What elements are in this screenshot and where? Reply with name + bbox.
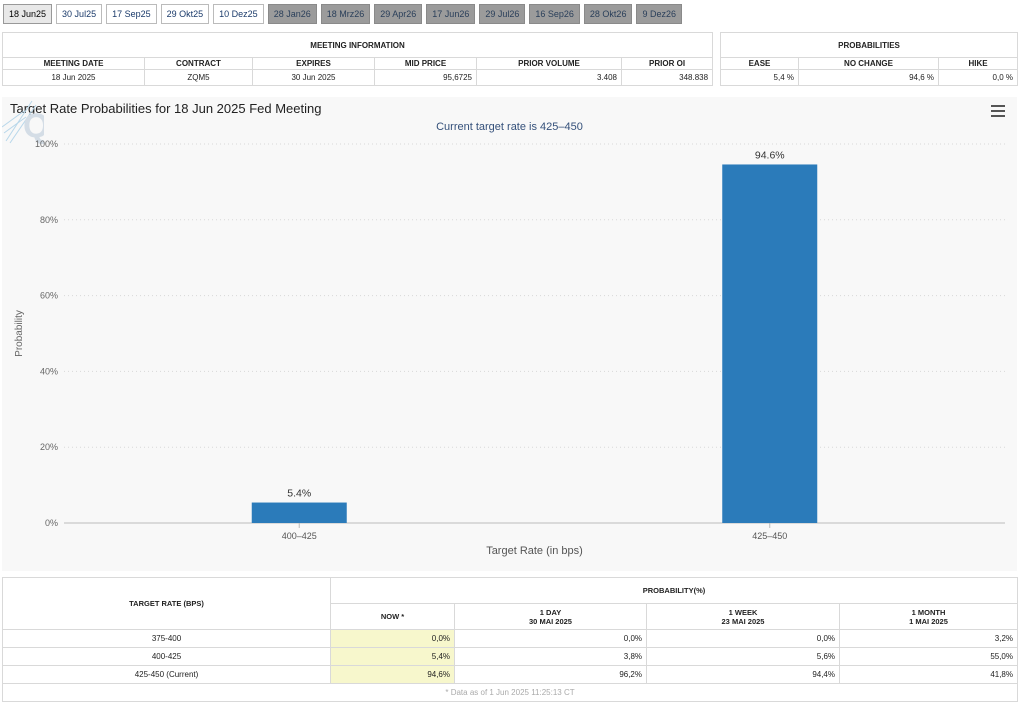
meeting-info-table: MEETING INFORMATION MEETING DATE CONTRAC… (1, 32, 714, 86)
no-change-value: 94,6 % (798, 69, 939, 86)
probabilities-table: PROBABILITIES EASE NO CHANGE HIKE 5,4 % … (719, 32, 1019, 86)
now-cell: 0,0% (330, 629, 455, 648)
prior-volume-value: 3.408 (476, 69, 622, 86)
data-timestamp-note: * Data as of 1 Jun 2025 11:25:13 CT (2, 683, 1018, 702)
tab-5[interactable]: 28 Jan26 (267, 4, 317, 24)
tab-9[interactable]: 29 Jul26 (479, 4, 526, 24)
header-1-day: 1 DAY 30 MAI 2025 (454, 603, 647, 630)
chart-plot: 0% 20% 40% 60% 80% 100% 5.4% 400–425 94.6% 425–45… (14, 139, 1005, 557)
one-month-cell: 55,0% (839, 647, 1018, 666)
table-row: 375-400 0,0% 0,0% 0,0% 3,2% (2, 629, 1018, 648)
tab-11[interactable]: 28 Okt26 (583, 4, 633, 24)
q-logo-icon: Q (2, 100, 44, 145)
x-tick-label: 425–450 (752, 531, 787, 541)
header-1-week: 1 WEEK 23 MAI 2025 (646, 603, 840, 630)
y-axis-title: Probability (14, 310, 25, 357)
header-1-day-date: 30 MAI 2025 (529, 616, 572, 626)
rate-cell: 375-400 (2, 629, 331, 648)
header-mid-price: MID PRICE (374, 57, 477, 70)
one-week-cell: 94,4% (646, 665, 840, 684)
header-1-month: 1 MONTH 1 MAI 2025 (839, 603, 1018, 630)
header-prior-volume: PRIOR VOLUME (476, 57, 622, 70)
tab-0[interactable]: 18 Jun25 (3, 4, 53, 24)
probabilities-title: PROBABILITIES (719, 32, 1019, 58)
meeting-date-tabs: 18 Jun25 30 Jul25 17 Sep25 29 Okt25 10 D… (3, 4, 686, 24)
header-1-day-label: 1 DAY (539, 607, 562, 617)
mid-price-value: 95,6725 (374, 69, 477, 86)
y-tick-label: 60% (40, 291, 58, 301)
tab-8[interactable]: 17 Jun26 (426, 4, 476, 24)
hamburger-menu-icon[interactable] (991, 105, 1005, 117)
header-target-rate: TARGET RATE (BPS) (2, 577, 331, 630)
tab-12[interactable]: 9 Dez26 (636, 4, 682, 24)
chart-title: Target Rate Probabilities for 18 Jun 202… (10, 101, 322, 116)
meeting-info-title: MEETING INFORMATION (1, 32, 714, 58)
header-1-month-date: 1 MAI 2025 (909, 616, 948, 626)
tab-10[interactable]: 16 Sep26 (529, 4, 580, 24)
hike-value: 0,0 % (937, 69, 1019, 86)
header-1-week-label: 1 WEEK (728, 607, 758, 617)
y-tick-label: 80% (40, 215, 58, 225)
y-tick-label: 20% (40, 442, 58, 452)
table-row: 400-425 5,4% 3,8% 5,6% 55,0% (2, 647, 1018, 666)
meeting-date-value: 18 Jun 2025 (2, 69, 145, 86)
header-probability: PROBABILITY(%) (330, 577, 1018, 604)
header-hike: HIKE (937, 57, 1019, 70)
y-tick-label: 0% (45, 518, 58, 528)
tab-2[interactable]: 17 Sep25 (106, 4, 157, 24)
tab-6[interactable]: 18 Mrz26 (320, 4, 371, 24)
chart-subtitle: Current target rate is 425–450 (436, 121, 583, 133)
tab-3[interactable]: 29 Okt25 (160, 4, 210, 24)
prior-oi-value: 348.838 (620, 69, 714, 86)
rate-cell: 400-425 (2, 647, 331, 666)
header-expires: EXPIRES (252, 57, 375, 70)
data-label: 5.4% (287, 488, 311, 500)
header-no-change: NO CHANGE (798, 57, 939, 70)
svg-text:Q: Q (23, 107, 44, 145)
bar (722, 164, 818, 523)
header-now: NOW * (330, 603, 455, 630)
tab-7[interactable]: 29 Apr26 (374, 4, 423, 24)
header-1-month-label: 1 MONTH (911, 607, 946, 617)
header-now-label: NOW * (380, 612, 405, 621)
contract-value: ZQM5 (144, 69, 253, 86)
one-month-cell: 3,2% (839, 629, 1018, 648)
one-day-cell: 96,2% (454, 665, 647, 684)
one-day-cell: 3,8% (454, 647, 647, 666)
now-cell: 94,6% (330, 665, 455, 684)
table-row: 425-450 (Current) 94,6% 96,2% 94,4% 41,8… (2, 665, 1018, 684)
one-day-cell: 0,0% (454, 629, 647, 648)
tab-4[interactable]: 10 Dez25 (213, 4, 264, 24)
tab-1[interactable]: 30 Jul25 (56, 4, 103, 24)
one-week-cell: 5,6% (646, 647, 840, 666)
ease-value: 5,4 % (720, 69, 799, 86)
header-meeting-date: MEETING DATE (2, 57, 145, 70)
now-cell: 5,4% (330, 647, 455, 666)
one-week-cell: 0,0% (646, 629, 840, 648)
target-rate-chart: Target Rate Probabilities for 18 Jun 202… (2, 97, 1017, 571)
expires-value: 30 Jun 2025 (252, 69, 375, 86)
one-month-cell: 41,8% (839, 665, 1018, 684)
rate-cell: 425-450 (Current) (2, 665, 331, 684)
header-ease: EASE (720, 57, 799, 70)
header-1-week-date: 23 MAI 2025 (721, 616, 765, 626)
header-prior-oi: PRIOR OI (620, 57, 714, 70)
x-axis-title: Target Rate (in bps) (486, 545, 583, 557)
header-contract: CONTRACT (144, 57, 253, 70)
x-tick-label: 400–425 (282, 531, 317, 541)
target-rate-table: TARGET RATE (BPS) PROBABILITY(%) NOW * 1… (2, 577, 1018, 702)
bar (251, 502, 347, 523)
y-tick-label: 100% (35, 139, 58, 149)
y-tick-label: 40% (40, 366, 58, 376)
data-label: 94.6% (755, 149, 785, 161)
